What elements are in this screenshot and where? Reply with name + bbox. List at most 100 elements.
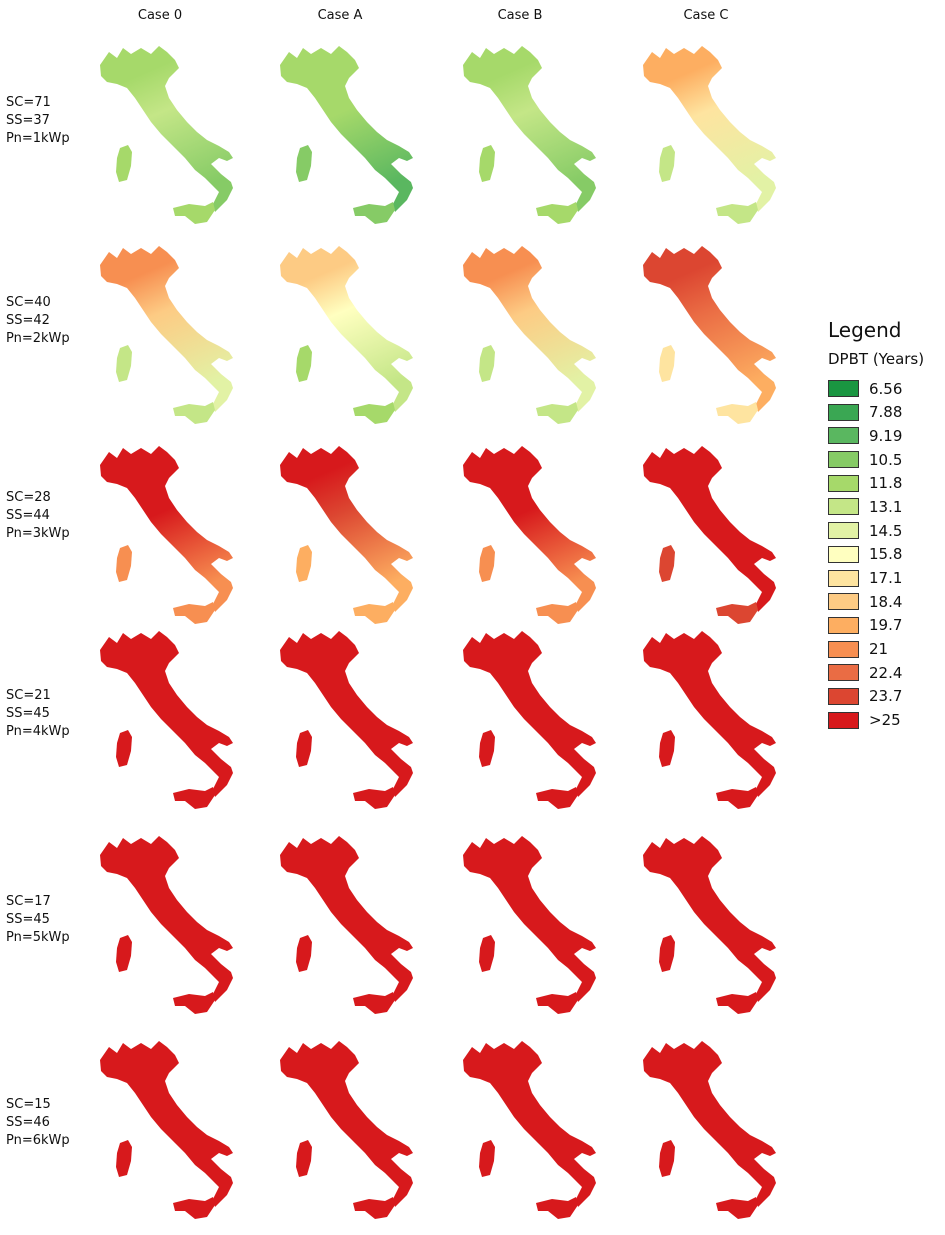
- sicily-region: [353, 992, 395, 1014]
- row-label-line: SC=17: [6, 894, 51, 909]
- mainland-region: [100, 246, 233, 412]
- sicily-region: [716, 202, 758, 224]
- italy-map: [100, 46, 233, 224]
- legend-label: 23.7: [869, 687, 903, 706]
- sardinia-region: [116, 545, 132, 582]
- row-label-line: SS=37: [6, 113, 50, 128]
- mainland-region: [463, 631, 596, 797]
- mainland-region: [643, 46, 776, 212]
- row-label: SC=21 SS=45 Pn=4kWp: [6, 687, 96, 741]
- mainland-region: [643, 631, 776, 797]
- mainland-region: [463, 836, 596, 1002]
- italy-map: [463, 446, 596, 624]
- sardinia-region: [659, 545, 675, 582]
- legend-item: 13.1: [828, 495, 945, 518]
- sardinia-region: [659, 730, 675, 767]
- sardinia-region: [116, 145, 132, 182]
- legend-item: 21: [828, 638, 945, 661]
- row-label-line: Pn=5kWp: [6, 930, 70, 945]
- legend-swatch: [828, 545, 859, 563]
- legend-swatch: [828, 451, 859, 469]
- legend-swatch: [828, 640, 859, 658]
- legend: Legend DPBT (Years) 6.56 7.88 9.19 10.5 11.8…: [828, 318, 945, 732]
- column-header: Case A: [317, 8, 363, 23]
- legend-label: 14.5: [869, 521, 903, 540]
- legend-swatch: [828, 474, 859, 492]
- row-label-line: SS=46: [6, 1115, 50, 1130]
- mainland-region: [280, 1041, 413, 1207]
- sicily-region: [353, 1197, 395, 1219]
- mainland-region: [643, 1041, 776, 1207]
- row-label-line: Pn=4kWp: [6, 724, 70, 739]
- legend-label: 22.4: [869, 663, 903, 682]
- sicily-region: [353, 202, 395, 224]
- legend-label: >25: [869, 711, 901, 730]
- mainland-region: [100, 446, 233, 612]
- legend-item: 17.1: [828, 567, 945, 590]
- legend-item: 22.4: [828, 661, 945, 684]
- mainland-region: [280, 46, 413, 212]
- sardinia-region: [659, 145, 675, 182]
- mainland-region: [280, 631, 413, 797]
- italy-map: [280, 631, 413, 809]
- row-label: SC=15 SS=46 Pn=6kWp: [6, 1096, 96, 1150]
- legend-swatch: [828, 711, 859, 729]
- legend-label: 19.7: [869, 616, 903, 635]
- sicily-region: [173, 1197, 215, 1219]
- sardinia-region: [296, 730, 312, 767]
- row-label-line: SC=15: [6, 1097, 51, 1112]
- row-label-line: SC=40: [6, 295, 51, 310]
- column-header: Case C: [683, 8, 729, 23]
- sicily-region: [716, 787, 758, 809]
- legend-items: 6.56 7.88 9.19 10.5 11.8 13.1 14.5 15.8 17.1 18.4…: [828, 377, 945, 732]
- italy-map: [643, 631, 776, 809]
- mainland-region: [100, 46, 233, 212]
- italy-map: [463, 836, 596, 1014]
- mainland-region: [100, 631, 233, 797]
- legend-swatch: [828, 687, 859, 705]
- sicily-region: [173, 992, 215, 1014]
- sardinia-region: [479, 935, 495, 972]
- sardinia-region: [116, 935, 132, 972]
- italy-map: [100, 631, 233, 809]
- legend-swatch: [828, 593, 859, 611]
- legend-swatch: [828, 664, 859, 682]
- mainland-region: [100, 1041, 233, 1207]
- row-label-line: SS=44: [6, 508, 50, 523]
- italy-map: [280, 836, 413, 1014]
- legend-label: 13.1: [869, 497, 903, 516]
- legend-swatch: [828, 522, 859, 540]
- italy-map: [643, 836, 776, 1014]
- mainland-region: [463, 446, 596, 612]
- sardinia-region: [479, 345, 495, 382]
- mainland-region: [463, 46, 596, 212]
- italy-map: [463, 246, 596, 424]
- sicily-region: [353, 602, 395, 624]
- row-label: SC=40 SS=42 Pn=2kWp: [6, 294, 96, 348]
- legend-item: 15.8: [828, 543, 945, 566]
- mainland-region: [463, 246, 596, 412]
- italy-map: [100, 836, 233, 1014]
- legend-label: 15.8: [869, 545, 903, 564]
- mainland-region: [280, 446, 413, 612]
- sardinia-region: [116, 1140, 132, 1177]
- legend-swatch: [828, 569, 859, 587]
- italy-map: [463, 1041, 596, 1219]
- legend-swatch: [828, 616, 859, 634]
- italy-map: [100, 446, 233, 624]
- mainland-region: [643, 246, 776, 412]
- row-label: SC=17 SS=45 Pn=5kWp: [6, 893, 96, 947]
- sicily-region: [173, 602, 215, 624]
- legend-label: 7.88: [869, 403, 903, 422]
- legend-item: 19.7: [828, 614, 945, 637]
- sicily-region: [536, 787, 578, 809]
- italy-map: [643, 46, 776, 224]
- sicily-region: [173, 202, 215, 224]
- sardinia-region: [296, 935, 312, 972]
- legend-item: 6.56: [828, 377, 945, 400]
- sicily-region: [173, 402, 215, 424]
- legend-swatch: [828, 427, 859, 445]
- sardinia-region: [116, 730, 132, 767]
- sicily-region: [353, 787, 395, 809]
- sicily-region: [716, 1197, 758, 1219]
